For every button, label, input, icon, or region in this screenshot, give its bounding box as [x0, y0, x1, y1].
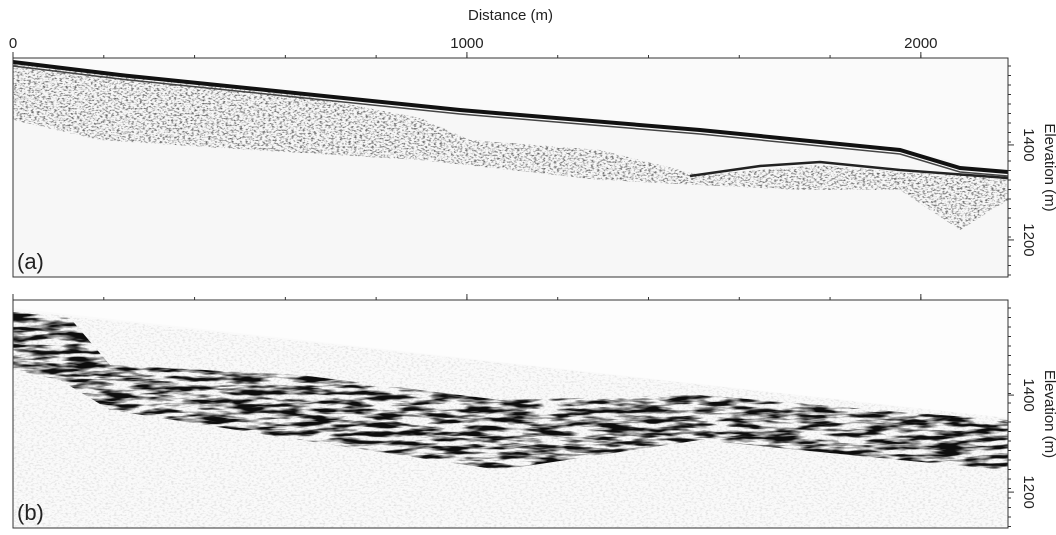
x-axis-label: Distance (m)	[468, 7, 553, 24]
y-tick-label: 1200	[1020, 223, 1037, 256]
radargram-b	[13, 300, 1008, 528]
panel-frame	[12, 57, 1009, 278]
y-tick-label: 1400	[1020, 378, 1037, 411]
y-tick-label: 1400	[1020, 128, 1037, 161]
y-axis-label: Elevation (m)	[1041, 123, 1056, 211]
panel-label: (b)	[17, 500, 44, 525]
radargram-a	[13, 58, 1008, 277]
panel-frame	[12, 299, 1009, 529]
y-axis-label: Elevation (m)	[1041, 370, 1056, 458]
x-tick-label: 1000	[450, 35, 483, 52]
x-tick-label: 0	[9, 35, 17, 52]
y-tick-label: 1200	[1020, 475, 1037, 508]
panel-label: (a)	[17, 249, 44, 274]
x-tick-label: 2000	[904, 35, 937, 52]
